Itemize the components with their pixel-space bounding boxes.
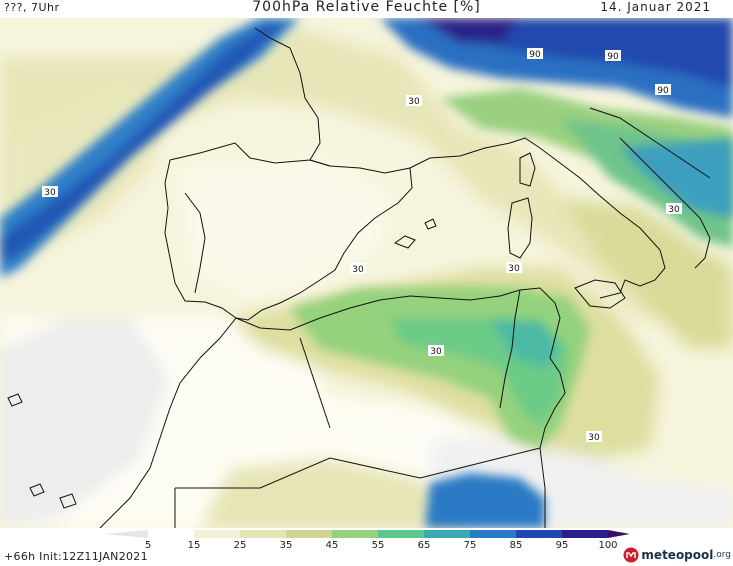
france-med-coast	[409, 142, 511, 169]
colorbar-cell	[240, 530, 287, 538]
colorbar-tick-label: 15	[187, 540, 201, 551]
map-header: ???, 7Uhr 700hPa Relative Feuchte [%] 14…	[0, 0, 733, 18]
colorbar-tick-label: 95	[555, 540, 569, 551]
colorbar-tick-label: 25	[233, 540, 247, 551]
contour-label-30-g: 30	[666, 203, 682, 215]
colorbar-cell	[148, 530, 195, 538]
map-footer: 5 15 25 35 45 55 65 75 85 95 100 +66h Init:12Z11JA…	[0, 528, 733, 566]
init-time-label: +66h Init:12Z11JAN2021	[4, 550, 148, 563]
italy-coastline	[509, 137, 666, 299]
corsica-coastline	[519, 152, 536, 187]
atlantic-africa-coast	[99, 317, 237, 528]
algeria-tunisia-border	[499, 289, 521, 409]
brand-name: meteopool	[641, 548, 714, 562]
colorbar-tick-label: 5	[144, 540, 152, 551]
contour-label-30-f: 30	[586, 431, 602, 443]
colorbar-tick-label: 45	[325, 540, 339, 551]
colorbar-tick-label: 55	[371, 540, 385, 551]
valid-date-label: 14. Januar 2021	[600, 0, 711, 14]
sahara-border	[175, 447, 541, 489]
brand-tld: .org	[713, 550, 731, 560]
green-field-northeast	[440, 88, 733, 248]
adriatic-coast	[589, 107, 711, 179]
map-title: 700hPa Relative Feuchte [%]	[252, 0, 481, 15]
cream-field-iberia	[180, 158, 390, 298]
svg-text:90: 90	[607, 52, 619, 62]
spain-portugal-border	[184, 192, 206, 294]
indigo-core-alps	[420, 18, 520, 43]
colorbar-arrow-right	[608, 530, 630, 538]
svg-text:90: 90	[657, 86, 669, 96]
contour-label-90-b: 90	[605, 50, 621, 62]
contour-label-30-c: 30	[350, 263, 366, 275]
meteopool-logo[interactable]: meteopool .org	[623, 545, 731, 565]
colorbar-tick-label: 85	[509, 540, 523, 551]
blue-band-atlantic-inner	[0, 23, 285, 263]
tan-field-aegean	[560, 198, 733, 348]
canary-islands	[7, 393, 77, 509]
colorbar-cells	[148, 530, 609, 538]
libya-border	[539, 447, 546, 528]
meteopool-logo-icon	[623, 547, 639, 563]
tan-field-bottom	[200, 458, 470, 528]
contour-label-30-d: 30	[506, 262, 522, 274]
blue-field-south	[425, 473, 545, 528]
colorbar-cell	[286, 530, 333, 538]
colorbar-tick-label: 35	[279, 540, 293, 551]
colorbar-tick-label: 65	[417, 540, 431, 551]
svg-text:30: 30	[352, 265, 364, 275]
colorbar-cell	[562, 530, 609, 538]
sicily-coastline	[574, 279, 626, 309]
coastlines	[7, 27, 711, 528]
teal-field-balkans	[620, 138, 733, 218]
colorbar-cell	[424, 530, 471, 538]
contour-label-30-e: 30	[428, 345, 444, 357]
colorbar-tick-label: 100	[598, 540, 618, 551]
svg-text:30: 30	[430, 347, 442, 357]
colorbar-arrow-left	[104, 530, 148, 538]
valid-time-label: ???, 7Uhr	[4, 1, 60, 14]
contour-label-90-c: 90	[655, 84, 671, 96]
svg-text:90: 90	[529, 50, 541, 60]
contour-label-90-a: 90	[527, 48, 543, 60]
morocco-algeria-border	[299, 337, 331, 429]
colorbar-cell	[194, 530, 241, 538]
contour-label-30-a: 30	[406, 95, 422, 107]
spain-france-border	[309, 159, 331, 167]
svg-text:30: 30	[588, 433, 600, 443]
grey-field-west	[0, 318, 170, 528]
svg-text:30: 30	[44, 188, 56, 198]
colorbar	[104, 530, 630, 538]
svg-text:30: 30	[508, 264, 520, 274]
teal-core-tunisia	[490, 318, 560, 368]
svg-text:30: 30	[408, 97, 420, 107]
colorbar-tick-label: 75	[463, 540, 477, 551]
sardinia-coastline	[507, 197, 533, 259]
humidity-map: 30 30 30 30 30 30 30 90 90 90	[0, 18, 733, 528]
france-coastline	[254, 27, 321, 161]
blue-band-atlantic	[0, 18, 300, 278]
balearic-islands	[393, 218, 437, 249]
contour-label-30-b: 30	[42, 186, 58, 198]
italy-east-coast	[619, 137, 711, 269]
colorbar-cell	[470, 530, 517, 538]
colorbar-cell	[332, 530, 379, 538]
colorbar-cell	[378, 530, 425, 538]
colorbar-cell	[516, 530, 563, 538]
svg-text:30: 30	[668, 205, 680, 215]
